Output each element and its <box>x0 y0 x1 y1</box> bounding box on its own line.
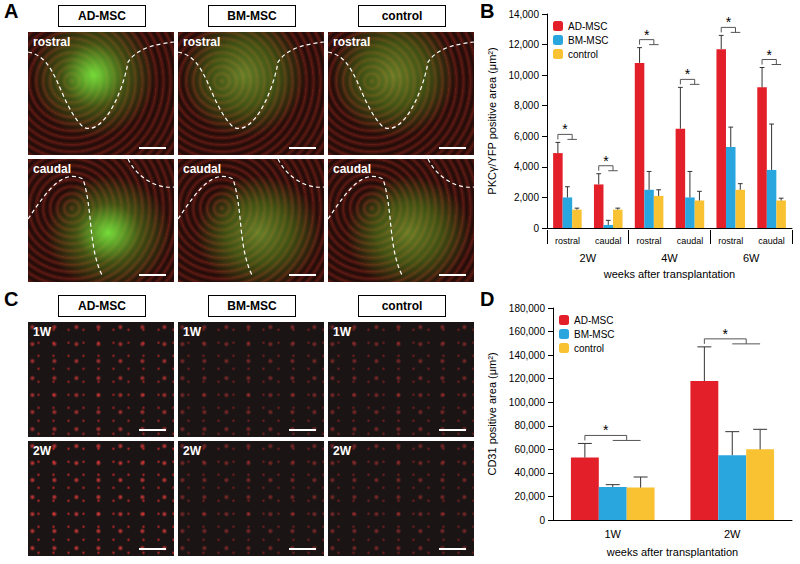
svg-text:4W: 4W <box>661 252 678 264</box>
svg-text:100,000: 100,000 <box>509 397 546 408</box>
svg-text:2W: 2W <box>724 528 741 540</box>
html-text:rostral: rostral <box>333 35 371 49</box>
svg-text:14,000: 14,000 <box>508 9 539 20</box>
svg-text:0: 0 <box>539 515 545 526</box>
svg-text:rostral: rostral <box>718 236 743 246</box>
html-text:control: control <box>381 299 423 313</box>
svg-text:caudal: caudal <box>758 236 785 246</box>
svg-text:PKCγ/YFP positive area (μm²): PKCγ/YFP positive area (μm²) <box>486 47 498 194</box>
svg-text:*: * <box>562 121 568 137</box>
svg-text:AD-MSC: AD-MSC <box>574 315 613 326</box>
svg-text:caudal: caudal <box>677 236 704 246</box>
svg-text:control: control <box>574 343 604 354</box>
svg-text:CD31 positive area (μm²): CD31 positive area (μm²) <box>486 352 498 475</box>
svg-text:2W: 2W <box>580 252 597 264</box>
html-text:AD-MSC: AD-MSC <box>78 9 126 23</box>
svg-text:caudal: caudal <box>595 236 622 246</box>
svg-text:12,000: 12,000 <box>508 39 539 50</box>
svg-text:1W: 1W <box>605 528 622 540</box>
svg-text:rostral: rostral <box>555 236 580 246</box>
svg-text:AD-MSC: AD-MSC <box>568 21 607 32</box>
svg-text:weeks after transplantation: weeks after transplantation <box>606 546 738 558</box>
html-text:2W: 2W <box>33 444 51 458</box>
html-text:B: B <box>480 0 495 22</box>
svg-text:weeks after transplantation: weeks after transplantation <box>603 268 735 280</box>
svg-text:*: * <box>726 14 732 30</box>
svg-text:20,000: 20,000 <box>514 491 545 502</box>
html-text:1W: 1W <box>333 325 351 339</box>
html-text:BM-MSC: BM-MSC <box>227 299 277 313</box>
svg-text:0: 0 <box>533 223 539 234</box>
svg-text:10,000: 10,000 <box>508 70 539 81</box>
html-text:2W: 2W <box>183 444 201 458</box>
svg-text:*: * <box>685 66 691 82</box>
html-text:1W: 1W <box>33 325 51 339</box>
svg-text:2,000: 2,000 <box>514 192 539 203</box>
html-text:C: C <box>4 288 19 310</box>
html-text:AD-MSC: AD-MSC <box>78 299 126 313</box>
svg-text:*: * <box>603 422 609 438</box>
html-text:rostral: rostral <box>33 35 71 49</box>
svg-text:8,000: 8,000 <box>514 100 539 111</box>
html-text:BM-MSC: BM-MSC <box>227 9 277 23</box>
svg-text:6W: 6W <box>743 252 760 264</box>
svg-text:4,000: 4,000 <box>514 161 539 172</box>
svg-text:140,000: 140,000 <box>509 350 546 361</box>
svg-text:80,000: 80,000 <box>514 420 545 431</box>
html-text:control: control <box>381 9 423 23</box>
svg-text:40,000: 40,000 <box>514 467 545 478</box>
html-text:caudal: caudal <box>183 162 221 176</box>
svg-text:120,000: 120,000 <box>509 373 546 384</box>
svg-text:160,000: 160,000 <box>509 326 546 337</box>
html-text:1W: 1W <box>183 325 201 339</box>
svg-text:*: * <box>644 27 650 43</box>
html-text:rostral: rostral <box>183 35 221 49</box>
svg-text:BM-MSC: BM-MSC <box>574 329 615 340</box>
html-text:2W: 2W <box>333 444 351 458</box>
svg-text:rostral: rostral <box>637 236 662 246</box>
svg-text:*: * <box>723 326 729 342</box>
svg-text:BM-MSC: BM-MSC <box>568 35 609 46</box>
html-text:D: D <box>480 288 495 310</box>
html-text:A: A <box>4 0 19 22</box>
svg-text:control: control <box>568 49 598 60</box>
svg-text:6,000: 6,000 <box>514 131 539 142</box>
html-text:caudal: caudal <box>333 162 371 176</box>
svg-text:*: * <box>766 47 772 63</box>
svg-text:*: * <box>603 153 609 169</box>
svg-text:180,000: 180,000 <box>509 303 546 314</box>
svg-text:60,000: 60,000 <box>514 444 545 455</box>
html-text:caudal: caudal <box>33 162 71 176</box>
